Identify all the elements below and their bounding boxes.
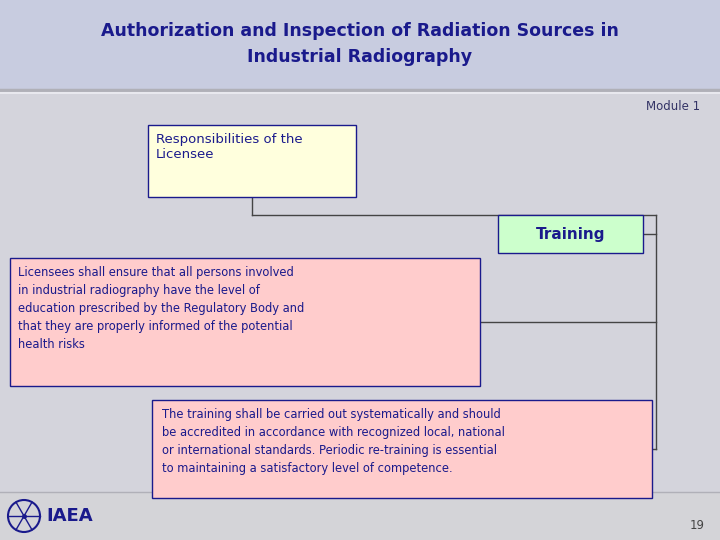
Text: Training: Training bbox=[536, 226, 606, 241]
Text: 19: 19 bbox=[690, 519, 705, 532]
Text: Licensees shall ensure that all persons involved
in industrial radiography have : Licensees shall ensure that all persons … bbox=[18, 266, 305, 351]
FancyBboxPatch shape bbox=[148, 125, 356, 197]
FancyBboxPatch shape bbox=[0, 0, 720, 90]
Text: IAEA: IAEA bbox=[46, 507, 93, 525]
Text: The training shall be carried out systematically and should
be accredited in acc: The training shall be carried out system… bbox=[162, 408, 505, 475]
Text: Responsibilities of the
Licensee: Responsibilities of the Licensee bbox=[156, 133, 302, 161]
FancyBboxPatch shape bbox=[0, 492, 720, 540]
FancyBboxPatch shape bbox=[152, 400, 652, 498]
FancyBboxPatch shape bbox=[10, 258, 480, 386]
Text: Authorization and Inspection of Radiation Sources in: Authorization and Inspection of Radiatio… bbox=[101, 22, 619, 40]
FancyBboxPatch shape bbox=[498, 215, 643, 253]
Text: Industrial Radiography: Industrial Radiography bbox=[248, 48, 472, 66]
Text: Module 1: Module 1 bbox=[646, 100, 700, 113]
